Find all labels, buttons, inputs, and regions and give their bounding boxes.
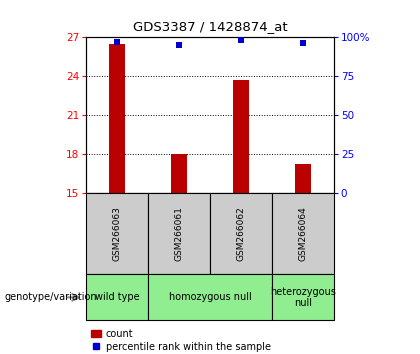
Bar xyxy=(210,193,272,274)
Bar xyxy=(148,274,272,320)
Bar xyxy=(171,154,187,193)
Text: GSM266062: GSM266062 xyxy=(236,206,245,261)
Legend: count, percentile rank within the sample: count, percentile rank within the sample xyxy=(91,329,270,352)
Bar xyxy=(272,274,334,320)
Text: GSM266061: GSM266061 xyxy=(175,206,184,261)
Bar xyxy=(148,193,210,274)
Text: GSM266064: GSM266064 xyxy=(299,206,307,261)
Text: wild type: wild type xyxy=(95,292,139,302)
Text: GSM266063: GSM266063 xyxy=(113,206,121,261)
Text: homozygous null: homozygous null xyxy=(168,292,252,302)
Bar xyxy=(272,193,334,274)
Text: heterozygous
null: heterozygous null xyxy=(270,286,336,308)
Bar xyxy=(233,80,249,193)
Text: genotype/variation: genotype/variation xyxy=(4,292,97,302)
Bar xyxy=(86,274,148,320)
Bar xyxy=(295,164,311,193)
Bar xyxy=(86,193,148,274)
Bar xyxy=(109,44,125,193)
Title: GDS3387 / 1428874_at: GDS3387 / 1428874_at xyxy=(133,20,287,33)
